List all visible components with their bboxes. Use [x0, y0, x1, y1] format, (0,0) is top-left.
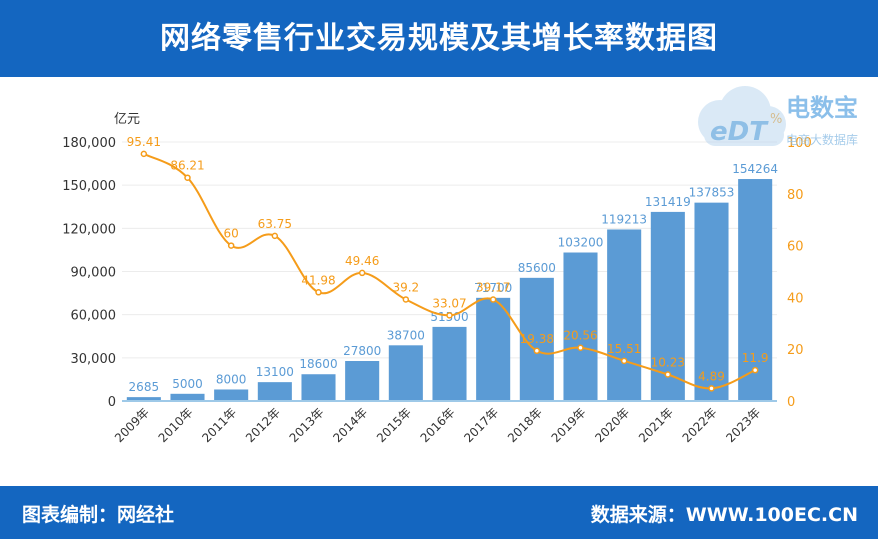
growth-value-label: 39.17 — [476, 281, 510, 295]
bar-value-label: 38700 — [387, 328, 425, 342]
bar — [432, 326, 467, 401]
bar-value-label: 8000 — [216, 372, 247, 386]
growth-value-label: 49.46 — [345, 254, 379, 268]
bar-value-label: 154264 — [732, 162, 778, 176]
y2-tick-label: 0 — [787, 395, 795, 410]
bar — [650, 211, 685, 401]
growth-point — [751, 366, 759, 374]
bar — [738, 179, 773, 401]
x-tick-label: 2021年 — [636, 405, 676, 445]
bar — [563, 252, 598, 401]
bar-value-label: 137853 — [689, 186, 735, 200]
logo: eDT 电数宝 电商大数据库 — [698, 86, 858, 147]
logo-name: 电数宝 — [786, 94, 858, 122]
bar-value-label: 5000 — [172, 377, 203, 391]
growth-point — [708, 385, 715, 392]
growth-point — [664, 371, 672, 378]
footer-source: 数据来源：WWW.100EC.CN — [590, 504, 858, 526]
growth-point — [620, 357, 628, 365]
x-tick-label: 2020年 — [592, 405, 632, 445]
y2-tick-label: 100 — [787, 136, 812, 151]
growth-value-label: 33.07 — [432, 296, 466, 310]
bar — [476, 297, 511, 401]
growth-point — [402, 296, 410, 303]
footer-credit: 图表编制：网经社 — [22, 504, 175, 526]
growth-point — [315, 289, 322, 296]
bar — [126, 397, 161, 401]
x-tick-label: 2012年 — [243, 405, 283, 445]
y-axis-label: 亿元 — [114, 112, 140, 127]
chart-title: 网络零售行业交易规模及其增长率数据图 — [160, 21, 718, 56]
y-tick-label: 120,000 — [62, 222, 116, 237]
x-tick-label: 2023年 — [723, 405, 763, 445]
x-tick-label: 2016年 — [418, 405, 458, 445]
bar — [214, 389, 249, 401]
bar — [301, 374, 336, 401]
growth-point — [358, 269, 366, 277]
chart-footer: 图表编制：网经社 数据来源：WWW.100EC.CN — [0, 486, 878, 539]
bar — [345, 360, 380, 401]
logo-subtitle: 电商大数据库 — [786, 132, 858, 147]
bar — [170, 393, 205, 401]
growth-value-label: 63.75 — [258, 217, 292, 231]
bar-value-label: 103200 — [558, 236, 604, 250]
x-tick-label: 2022年 — [680, 405, 720, 445]
y2-tick-label: 60 — [787, 240, 804, 255]
x-tick-label: 2019年 — [549, 405, 589, 445]
growth-value-label: 41.98 — [301, 273, 335, 287]
bar — [607, 229, 642, 401]
bar — [388, 345, 423, 401]
y2-tick-label: 40 — [787, 291, 804, 306]
x-tick-label: 2009年 — [112, 405, 152, 445]
y-tick-label: 150,000 — [62, 179, 116, 194]
x-tick-label: 2017年 — [461, 405, 501, 445]
bar-value-label: 71700 — [474, 281, 512, 295]
y2-tick-label: 20 — [787, 343, 804, 358]
chart-area: 0 30,000 60,000 90,000 120,000 150,000 180,000… — [62, 112, 812, 445]
cloud-icon — [698, 86, 786, 146]
logo-mark: eDT — [710, 117, 769, 147]
y-tick-label: 60,000 — [71, 309, 117, 324]
growth-value-label: 11.9 — [742, 351, 769, 365]
x-tick-label: 2014年 — [330, 405, 370, 445]
growth-value-label: 19.38 — [520, 332, 554, 346]
growth-value-label: 95.41 — [127, 135, 161, 149]
growth-point — [140, 150, 148, 158]
growth-point — [446, 312, 453, 319]
growth-point — [577, 344, 584, 351]
growth-point — [533, 347, 541, 355]
bar-value-label: 2685 — [129, 380, 160, 394]
x-tick-label: 2015年 — [374, 405, 414, 445]
bar-value-label: 119213 — [601, 212, 647, 226]
growth-value-label: 10.23 — [651, 356, 685, 370]
bar — [257, 382, 292, 401]
x-tick-label: 2013年 — [287, 405, 327, 445]
growth-value-label: 39.2 — [392, 280, 419, 294]
growth-value-label: 4.89 — [698, 369, 725, 383]
x-tick-label: 2011年 — [199, 405, 239, 445]
bar — [694, 202, 729, 401]
growth-point — [271, 232, 279, 240]
growth-value-label: 20.56 — [563, 329, 597, 343]
bar-value-label: 13100 — [256, 365, 294, 379]
x-tick-label: 2010年 — [156, 405, 196, 445]
bar-value-label: 131419 — [645, 195, 691, 209]
chart-header: 网络零售行业交易规模及其增长率数据图 — [0, 0, 878, 77]
y-tick-label: 90,000 — [71, 266, 117, 281]
growth-point — [489, 296, 497, 303]
x-tick-label: 2018年 — [505, 405, 545, 445]
y-tick-label: 0 — [108, 395, 116, 410]
y-tick-label: 30,000 — [71, 352, 117, 367]
y-tick-label: 180,000 — [62, 136, 116, 151]
bar-value-label: 27800 — [343, 344, 381, 358]
growth-value-label: 15.51 — [607, 342, 641, 356]
growth-point — [227, 242, 235, 249]
growth-point — [184, 174, 191, 181]
growth-value-label: 86.21 — [170, 159, 204, 173]
growth-value-label: 60 — [224, 227, 239, 241]
y2-tick-label: 80 — [787, 188, 804, 203]
bar-value-label: 18600 — [299, 357, 337, 371]
bar-value-label: 85600 — [518, 261, 556, 275]
